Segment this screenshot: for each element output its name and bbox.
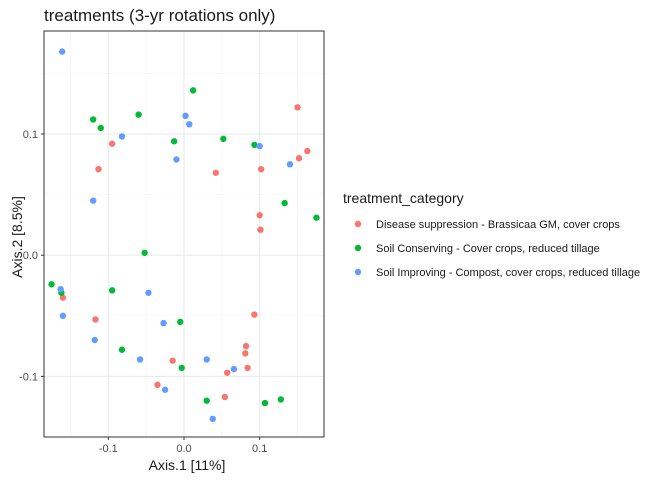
legend-key-2	[354, 244, 362, 252]
data-point-series-2	[177, 318, 184, 326]
data-point-series-3	[145, 289, 152, 296]
data-point-series-2	[220, 135, 227, 143]
data-point-series-3	[161, 386, 169, 393]
data-point-series-3	[203, 356, 210, 363]
data-point-series-2	[135, 111, 142, 118]
data-points	[48, 48, 320, 423]
data-point-series-1	[257, 165, 265, 173]
y-axis-title: Axis.2 [8.5%]	[9, 196, 25, 278]
data-point-series-1	[242, 342, 250, 350]
data-point-series-3	[118, 133, 126, 140]
data-point-series-1	[59, 294, 67, 301]
data-point-series-3	[230, 365, 238, 373]
data-point-series-2	[281, 199, 288, 207]
data-point-series-2	[178, 364, 185, 372]
data-point-series-3	[173, 156, 180, 163]
legend-label-3: Soil Improving - Compost, cover crops, r…	[376, 267, 640, 279]
data-point-series-3	[59, 312, 67, 320]
data-point-series-2	[261, 399, 269, 407]
data-point-series-2	[141, 249, 148, 256]
data-point-series-3	[286, 161, 294, 168]
data-point-series-2	[97, 124, 104, 132]
data-point-series-2	[277, 396, 285, 403]
y-tick-label: 0.1	[23, 129, 38, 141]
data-point-series-1	[304, 147, 311, 155]
data-point-series-1	[251, 311, 258, 318]
data-point-series-2	[251, 141, 258, 149]
data-point-series-1	[242, 350, 249, 357]
data-point-series-3	[58, 48, 66, 55]
data-point-series-1	[256, 212, 263, 219]
legend-title: treatment_category	[343, 190, 464, 206]
data-point-series-2	[48, 281, 55, 288]
data-point-series-1	[154, 381, 161, 389]
legend-key-1	[354, 220, 362, 228]
x-tick-label: 0.1	[252, 443, 267, 455]
y-tick-label: 0.0	[23, 250, 38, 262]
data-point-series-3	[91, 336, 98, 344]
legend-label-1: Disease suppression - Brassicaa GM, cove…	[376, 219, 620, 231]
data-point-series-2	[170, 138, 178, 145]
data-point-series-2	[89, 116, 97, 123]
data-point-series-3	[57, 285, 64, 293]
data-point-series-1	[169, 357, 176, 364]
data-point-series-1	[92, 316, 99, 323]
chart-title: treatments (3-yr rotations only)	[44, 6, 275, 25]
data-point-series-1	[294, 104, 301, 111]
data-point-series-2	[118, 346, 126, 353]
data-point-series-2	[203, 397, 210, 404]
data-point-series-1	[257, 226, 264, 233]
data-point-series-3	[136, 356, 144, 363]
data-point-series-3	[182, 112, 189, 120]
data-point-series-1	[95, 165, 102, 173]
data-point-series-3	[89, 197, 97, 204]
data-point-series-2	[189, 87, 197, 94]
data-point-series-1	[244, 364, 251, 372]
axis-ticks: -0.1 0.0 0.1 -0.1 0.0 0.1	[19, 129, 267, 455]
data-point-series-1	[212, 169, 219, 176]
legend-key-3	[354, 268, 362, 276]
data-point-series-3	[186, 121, 193, 128]
x-tick-label: 0.0	[176, 443, 191, 455]
plot-panel	[43, 30, 325, 438]
data-point-series-1	[295, 155, 303, 162]
data-point-series-2	[108, 287, 116, 294]
data-point-series-3	[209, 415, 216, 423]
data-point-series-3	[256, 142, 263, 150]
data-point-series-2	[313, 214, 320, 221]
data-point-series-1	[223, 369, 231, 376]
y-tick-label: -0.1	[19, 371, 38, 383]
legend: treatment_category Disease suppression -…	[343, 190, 640, 279]
x-tick-label: -0.1	[99, 443, 118, 455]
legend-label-2: Soil Conserving - Cover crops, reduced t…	[376, 243, 600, 255]
x-axis-title: Axis.1 [11%]	[149, 457, 226, 473]
data-point-series-3	[160, 319, 167, 327]
data-point-series-1	[221, 393, 229, 401]
data-point-series-1	[108, 140, 116, 147]
